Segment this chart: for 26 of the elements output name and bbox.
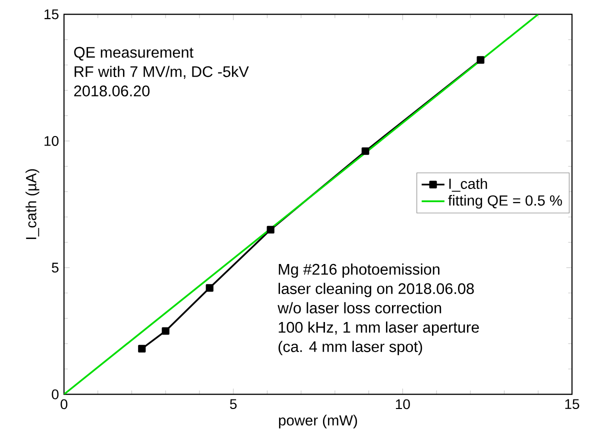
annotation: QE measurement — [74, 46, 194, 61]
point — [138, 344, 146, 353]
y-tick-label: 0 — [52, 389, 59, 400]
x-tick-label: 15 — [565, 399, 580, 410]
point — [162, 327, 170, 335]
annotation: w/o laser loss correction — [278, 302, 442, 314]
x-tick-label: 5 — [230, 399, 237, 410]
x-tick-label: 10 — [396, 399, 410, 410]
x-axis-title: power (mW) — [279, 414, 357, 428]
point — [362, 147, 370, 155]
annotation: laser cleaning on 2018.06.08 — [278, 282, 474, 298]
annotation: Mg #216 photoemission — [278, 263, 440, 278]
legend-label: fitting QE = 0.5 % — [448, 194, 562, 209]
y-tick-label: 5 — [52, 262, 58, 273]
x-tick-label: 0 — [60, 399, 68, 410]
point — [476, 56, 484, 64]
y-axis-title: I_cath (µA) — [26, 169, 40, 239]
annotation: 100 kHz, 1 mm laser aperture — [278, 321, 479, 336]
annotation: (ca. 4 mm laser spot) — [278, 340, 422, 356]
point — [266, 226, 274, 234]
annotation: RF with 7 MV/m, DC -5kV — [74, 66, 249, 79]
annotation: 2018.06.20 — [74, 86, 150, 96]
legend-label: I_cath — [449, 178, 487, 192]
y-tick-label: 10 — [44, 136, 59, 146]
point — [206, 284, 214, 292]
y-tick-label: 15 — [44, 9, 58, 20]
